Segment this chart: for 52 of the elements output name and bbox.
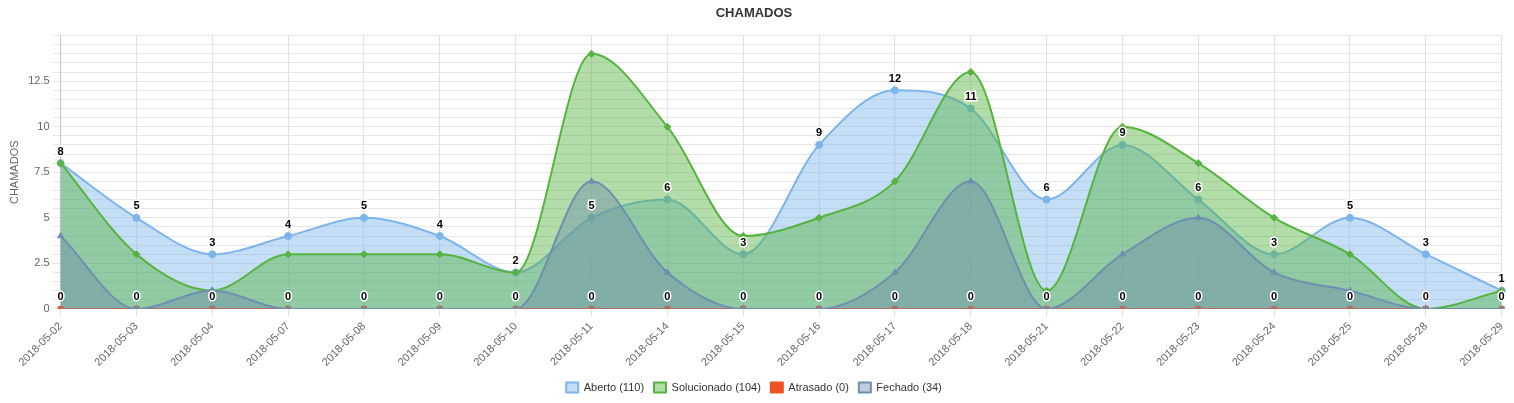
data-label: 0 (1119, 290, 1126, 303)
data-label: 0 (1271, 290, 1278, 303)
data-label: 5 (360, 199, 368, 212)
chart-title: CHAMADOS (715, 5, 793, 21)
data-label: 0 (1346, 290, 1354, 303)
y-tick-label: 0 (43, 301, 50, 314)
data-label: 0 (285, 290, 292, 303)
data-label: 5 (588, 199, 595, 212)
data-label: 4 (285, 217, 293, 230)
y-tick-label: 10 (37, 119, 50, 132)
legend-label: Aberto (110) (583, 380, 645, 393)
data-label: 5 (133, 199, 140, 212)
legend-label: Fechado (34) (876, 380, 942, 393)
data-label: 0 (816, 290, 823, 303)
data-label: 3 (1271, 235, 1278, 248)
data-label: 0 (57, 290, 64, 303)
legend-label: Solucionado (104) (671, 380, 761, 393)
y-tick-label: 12.5 (28, 74, 50, 87)
y-axis-title: CHAMADOS (7, 140, 20, 205)
data-label: 9 (1119, 126, 1126, 139)
data-label: 0 (133, 290, 140, 303)
data-label: 6 (664, 181, 671, 194)
data-label: 3 (740, 235, 747, 248)
data-label: 0 (740, 290, 747, 303)
data-label: 0 (664, 290, 671, 303)
data-label: 0 (1498, 290, 1505, 303)
y-tick-label: 7.5 (34, 165, 50, 178)
data-label: 12 (888, 71, 902, 84)
data-label: 6 (1195, 181, 1202, 194)
data-label: 3 (209, 235, 216, 248)
data-label: 0 (512, 290, 519, 303)
data-label: 6 (1043, 181, 1050, 194)
data-label: 0 (436, 290, 443, 303)
y-tick-label: 2.5 (34, 256, 50, 269)
data-label: 2 (512, 253, 519, 266)
data-label: 0 (588, 290, 595, 303)
y-tick-label: 5 (43, 210, 50, 223)
data-label: 0 (360, 290, 368, 303)
data-label: 1 (1498, 272, 1505, 285)
data-label: 0 (1422, 290, 1429, 303)
data-label: 11 (964, 90, 977, 103)
data-label: 4 (436, 217, 444, 230)
data-label: 0 (1043, 290, 1050, 303)
data-label: 0 (209, 290, 216, 303)
data-label: 0 (891, 290, 898, 303)
data-label: 0 (967, 290, 974, 303)
legend-label: Atrasado (0) (788, 380, 849, 393)
data-label: 0 (1195, 290, 1202, 303)
data-label: 5 (1346, 199, 1354, 212)
data-label: 8 (57, 144, 64, 157)
data-label: 3 (1422, 235, 1429, 248)
data-label: 9 (816, 126, 823, 139)
